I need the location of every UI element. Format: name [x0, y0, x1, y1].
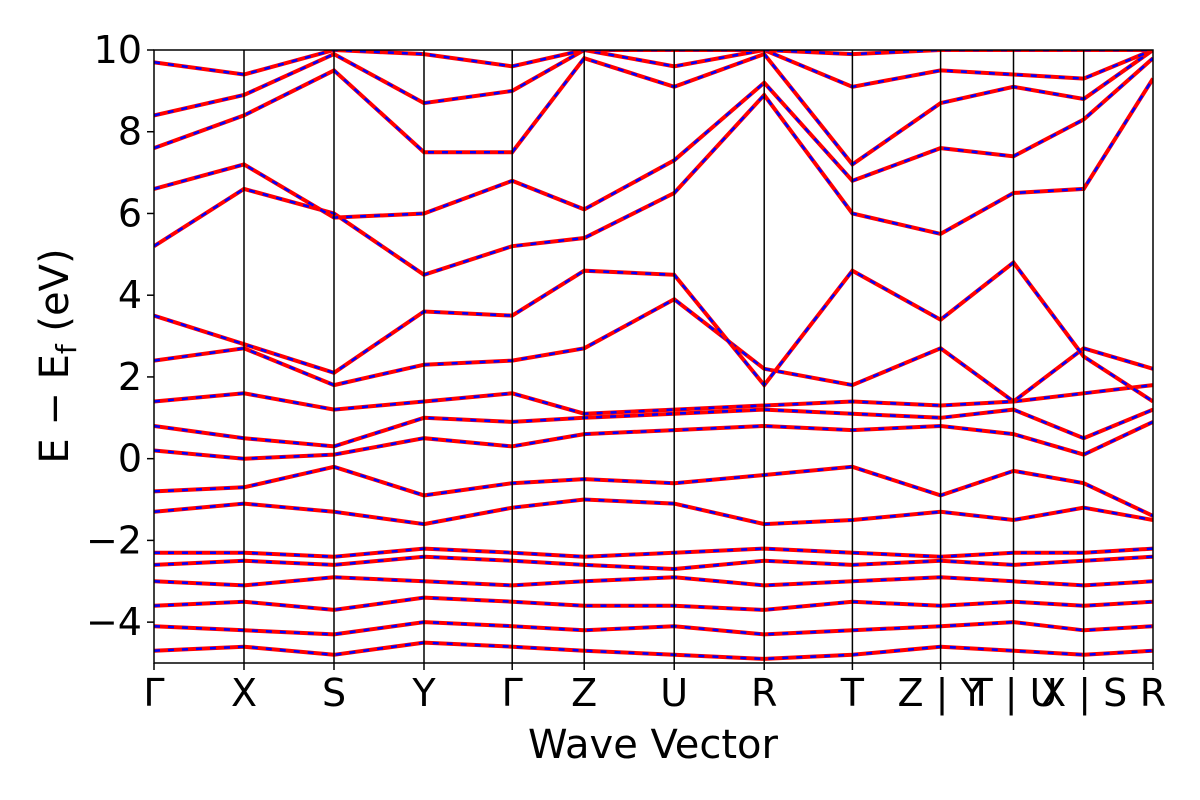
y-tick-label-0: −4 [86, 600, 142, 644]
band-line-dashed-9 [154, 408, 1153, 448]
y-tick-label-5: 6 [118, 191, 142, 235]
band-line-dashed-8 [154, 420, 1153, 460]
band-line-11 [154, 296, 1153, 404]
band-line-dashed-12 [154, 260, 1153, 403]
y-axis-label-subscript: f [50, 343, 83, 354]
band-line-6 [154, 497, 1153, 527]
x-tick-label-2: S [322, 671, 346, 715]
x-tick-label-0: Γ [143, 671, 164, 715]
x-tick-label-10: T | U [969, 671, 1058, 716]
x-tick-label-8: T [840, 671, 865, 715]
x-tick-label-5: Z [571, 671, 597, 715]
band-line-dashed-13 [154, 77, 1153, 277]
x-tick-label-12: R [1140, 671, 1166, 715]
plot-frame [153, 49, 1154, 664]
x-tick-label-3: Y [411, 671, 436, 715]
band-line-8 [154, 420, 1153, 461]
y-tick-label-4: 4 [118, 273, 142, 317]
x-tick-label-9: Z | Y [897, 671, 984, 716]
x-tick-label-7: R [751, 671, 777, 715]
kpoint-lines [243, 50, 1085, 663]
band-line-13 [154, 77, 1153, 278]
x-tick-label-6: U [660, 671, 688, 715]
band-line-3 [154, 575, 1153, 588]
band-line-5 [154, 546, 1153, 559]
y-tick-label-3: 2 [118, 355, 142, 399]
y-tick-label-6: 8 [118, 110, 142, 154]
band-line-2 [154, 595, 1153, 612]
x-tick-label-1: X [231, 671, 257, 715]
x-tick-label-4: Γ [502, 671, 523, 715]
band-line-1 [154, 620, 1153, 637]
y-tick-label-1: −2 [86, 518, 142, 562]
band-line-12 [154, 259, 1153, 404]
band-line-dashed-11 [154, 297, 1153, 404]
band-line-4 [154, 554, 1153, 572]
y-tick-label-7: 10 [94, 28, 142, 72]
bands-layer [154, 50, 1153, 661]
x-axis: Γ X S Y Γ Z U R T Z | YT | UX | S R [143, 663, 1166, 716]
band-line-0 [154, 640, 1153, 661]
y-axis: −4 −2 0 2 4 6 8 10 [86, 28, 154, 644]
x-axis-label: Wave Vector [528, 722, 779, 768]
x-tick-label-11: X | S [1040, 671, 1127, 716]
y-tick-label-2: 0 [118, 437, 142, 481]
y-axis-label: E − Ef (eV) [32, 248, 83, 463]
